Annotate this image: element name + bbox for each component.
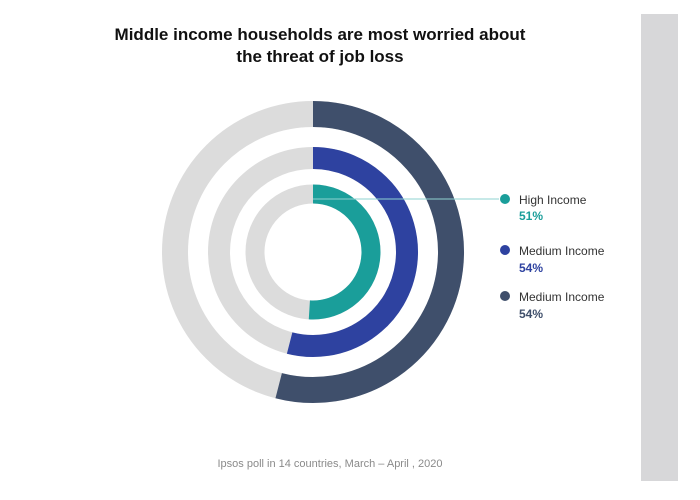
legend-dot-outer	[500, 291, 510, 301]
rings-group	[162, 101, 464, 403]
legend-dot-inner	[500, 194, 510, 204]
legend-label-middle: Medium Income	[519, 244, 605, 258]
legend-label-inner: High Income	[519, 193, 587, 207]
legend-group: High Income 51% Medium Income 54% Medium Inc…	[313, 193, 605, 321]
chart-title: Middle income households are most worrie…	[70, 24, 570, 68]
source-note: Ipsos poll in 14 countries, March – Apri…	[217, 458, 443, 470]
side-panel-bar	[641, 14, 678, 481]
legend-dot-middle	[500, 245, 510, 255]
legend-value-middle: 54%	[519, 261, 543, 275]
ring-arc-middle	[286, 147, 418, 357]
legend-value-inner: 51%	[519, 209, 543, 223]
title-line-1: Middle income households are most worrie…	[114, 25, 526, 44]
ring-arc-inner	[308, 184, 381, 320]
legend-label-outer: Medium Income	[519, 290, 605, 304]
legend-value-outer: 54%	[519, 307, 543, 321]
title-line-2: the threat of job loss	[236, 47, 404, 66]
ring-arc-outer	[275, 101, 464, 403]
